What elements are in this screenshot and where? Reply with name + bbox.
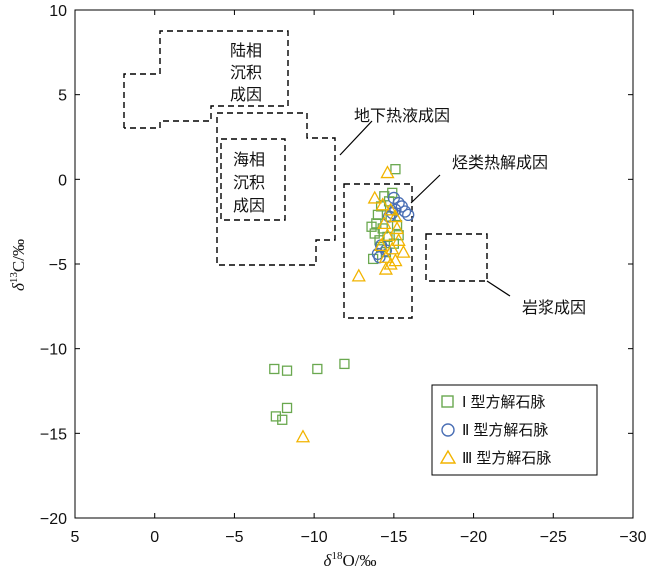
marine-zone-label-2: 沉积 [233, 173, 265, 192]
data-point-type3-triangle [388, 253, 403, 267]
terrestrial-zone-label-3: 成因 [230, 85, 262, 104]
data-point-type1-square [269, 363, 280, 375]
legend-marker-square [441, 395, 454, 408]
marine-zone-label-1: 海相 [233, 150, 265, 169]
zones [123, 30, 488, 319]
data-point-type1-square [312, 363, 323, 375]
hydrocarbon-zone-label: 烃类热解成因 [452, 153, 548, 172]
marine-zone-label-3: 成因 [233, 196, 265, 215]
legend-marker-triangle [439, 449, 457, 464]
data-point-type3-triangle [378, 261, 393, 275]
legend-label-type3: Ⅲ 型方解石脉 [462, 449, 551, 467]
hydrocarbon-leader-line [410, 174, 441, 204]
y-tick-label: −10 [40, 342, 67, 359]
legend-marker-circle [441, 423, 455, 437]
data-point-type3-triangle [380, 165, 395, 179]
y-tick-label: −15 [40, 426, 67, 443]
data-point-type3-triangle [351, 268, 366, 282]
y-tick-label: 5 [58, 88, 67, 105]
data-point-type2-circle [402, 208, 415, 222]
marine-zone-inner-box [220, 138, 286, 221]
y-axis-title: δ13C/‰ [8, 239, 28, 291]
data-point-type3-triangle [391, 232, 406, 246]
legend-box [431, 384, 598, 476]
terrestrial-zone-label-1: 陆相 [230, 41, 262, 60]
hydrothermal-zone-label: 地下热液成因 [354, 106, 450, 125]
y-tick-label: 0 [58, 172, 67, 189]
data-point-type3-triangle [385, 241, 400, 255]
data-point-type3-triangle [374, 238, 389, 252]
x-tick-label: 5 [71, 529, 80, 546]
data-point-type3-triangle [295, 429, 311, 443]
data-point-type2-circle [392, 196, 405, 210]
data-point-type3-triangle [377, 216, 392, 230]
data-point-type1-square [277, 414, 288, 425]
leader-lines [339, 120, 511, 297]
y-tick-label: −5 [49, 257, 67, 274]
data-point-type3-triangle [383, 202, 398, 216]
x-tick-label: −5 [225, 529, 243, 546]
x-tick-label: 0 [150, 529, 159, 546]
data-point-type3-triangle [396, 244, 411, 258]
data-point-type1-square [372, 209, 384, 221]
y-tick-label: −20 [40, 511, 67, 528]
x-axis-title: δ18O/‰ [324, 550, 377, 570]
marine-zone-box [216, 112, 336, 266]
data-point-type1-square [390, 164, 401, 175]
x-axis-ticks: 5 0 −5 −10 −15 −20 −25 −30 [71, 10, 647, 546]
data-point-type1-square [391, 219, 403, 231]
data-point-type1-square [339, 358, 350, 370]
data-point-type3-triangle [389, 221, 405, 235]
data-point-type1-square [281, 365, 293, 376]
data-points [269, 164, 415, 443]
magmatic-zone-label: 岩浆成因 [522, 298, 586, 317]
x-tick-label: −20 [460, 529, 487, 546]
data-point-type3-triangle [388, 209, 403, 223]
legend-label-type2: Ⅱ 型方解石脉 [462, 421, 548, 439]
hydrothermal-leader-line [339, 120, 373, 156]
x-tick-label: −30 [619, 529, 646, 546]
data-point-type3-triangle [380, 227, 395, 241]
data-point-type3-triangle [383, 256, 398, 270]
data-point-type1-square [270, 411, 282, 422]
data-point-type3-triangle [367, 190, 382, 204]
magmatic-leader-line [486, 280, 511, 297]
x-tick-label: −15 [380, 529, 407, 546]
data-point-type1-square [281, 402, 293, 414]
magmatic-zone-box [425, 233, 488, 282]
data-point-type1-square [393, 230, 404, 241]
zone-labels: 陆相 沉积 成因 海相 沉积 成因 地下热液成因 烃类热解成因 岩浆成因 [230, 41, 586, 317]
legend-label-type1: Ⅰ 型方解石脉 [462, 393, 545, 411]
terrestrial-zone-label-2: 沉积 [230, 63, 262, 82]
legend: Ⅰ 型方解石脉 Ⅱ 型方解石脉 Ⅲ 型方解石脉 [431, 384, 598, 476]
data-point-type2-circle [398, 205, 412, 218]
hydrocarbon-zone-box [343, 183, 413, 319]
data-point-type1-square [366, 221, 377, 232]
y-axis-ticks: 10 5 0 −5 −10 −15 −20 [40, 3, 633, 528]
data-point-type3-triangle [375, 197, 390, 211]
x-tick-label: −10 [301, 529, 328, 546]
x-tick-label: −25 [540, 529, 567, 546]
terrestrial-zone-box [123, 30, 289, 129]
y-tick-label: 10 [49, 3, 67, 20]
